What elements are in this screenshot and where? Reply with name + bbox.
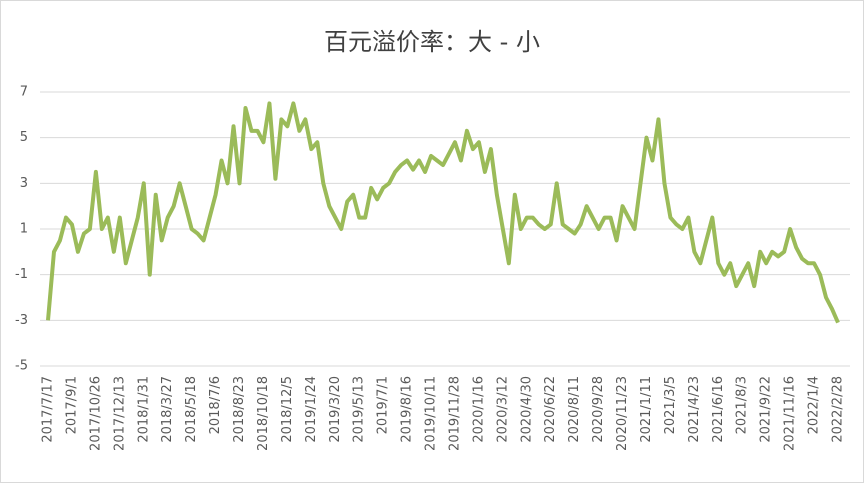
y-tick-label: 5 xyxy=(20,130,28,145)
data-line xyxy=(46,101,840,324)
x-tick-label: 2018/7/6 xyxy=(208,376,223,434)
chart-title: 百元溢价率：大 - 小 xyxy=(324,28,540,56)
x-tick-label: 2022/2/28 xyxy=(831,376,846,443)
x-tick-label: 2021/4/23 xyxy=(687,376,702,443)
x-tick-label: 2018/10/18 xyxy=(256,376,271,451)
y-tick-label: 3 xyxy=(20,176,28,191)
x-tick-label: 2019/3/20 xyxy=(328,376,343,443)
y-tick-label: 1 xyxy=(20,222,28,237)
x-tick-label: 2021/1/11 xyxy=(639,376,654,443)
x-tick-label: 2019/8/16 xyxy=(400,376,415,443)
x-tick-label: 2017/9/1 xyxy=(64,376,79,434)
x-tick-label: 2021/9/22 xyxy=(759,376,774,443)
x-tick-label: 2021/6/16 xyxy=(711,376,726,443)
x-tick-label: 2019/1/24 xyxy=(304,376,319,443)
x-tick-label: 2020/1/16 xyxy=(471,376,486,443)
x-tick-label: 2019/11/28 xyxy=(447,376,462,451)
x-tick-label: 2021/11/16 xyxy=(783,376,798,451)
x-tick-label: 2021/3/5 xyxy=(663,376,678,434)
x-tick-label: 2020/8/11 xyxy=(567,376,582,443)
x-tick-label: 2020/9/28 xyxy=(591,376,606,443)
x-tick-label: 2020/6/22 xyxy=(543,376,558,443)
x-tick-label: 2017/7/17 xyxy=(41,376,56,443)
x-tick-label: 2018/12/5 xyxy=(280,376,295,443)
x-tick-label: 2020/11/23 xyxy=(615,376,630,451)
x-tick-label: 2018/5/18 xyxy=(184,376,199,443)
y-tick-label: 7 xyxy=(20,85,28,100)
x-tick-label: 2020/4/30 xyxy=(519,376,534,443)
y-tick-label: -5 xyxy=(15,359,28,374)
y-tick-label: -1 xyxy=(15,267,28,282)
x-tick-label: 2018/1/31 xyxy=(136,376,151,443)
x-tick-label: 2021/8/3 xyxy=(735,376,750,434)
x-tick-label: 2020/3/12 xyxy=(495,376,510,443)
x-tick-label: 2019/5/13 xyxy=(352,376,367,443)
x-tick-label: 2022/1/4 xyxy=(807,376,822,434)
x-tick-label: 2018/8/23 xyxy=(232,376,247,443)
y-tick-label: -3 xyxy=(15,313,28,328)
x-tick-label: 2017/12/13 xyxy=(112,376,127,451)
x-tick-label: 2019/10/11 xyxy=(424,376,439,451)
x-tick-label: 2018/3/27 xyxy=(160,376,175,443)
x-tick-label: 2017/10/26 xyxy=(88,376,103,451)
x-tick-label: 2019/7/1 xyxy=(376,376,391,434)
